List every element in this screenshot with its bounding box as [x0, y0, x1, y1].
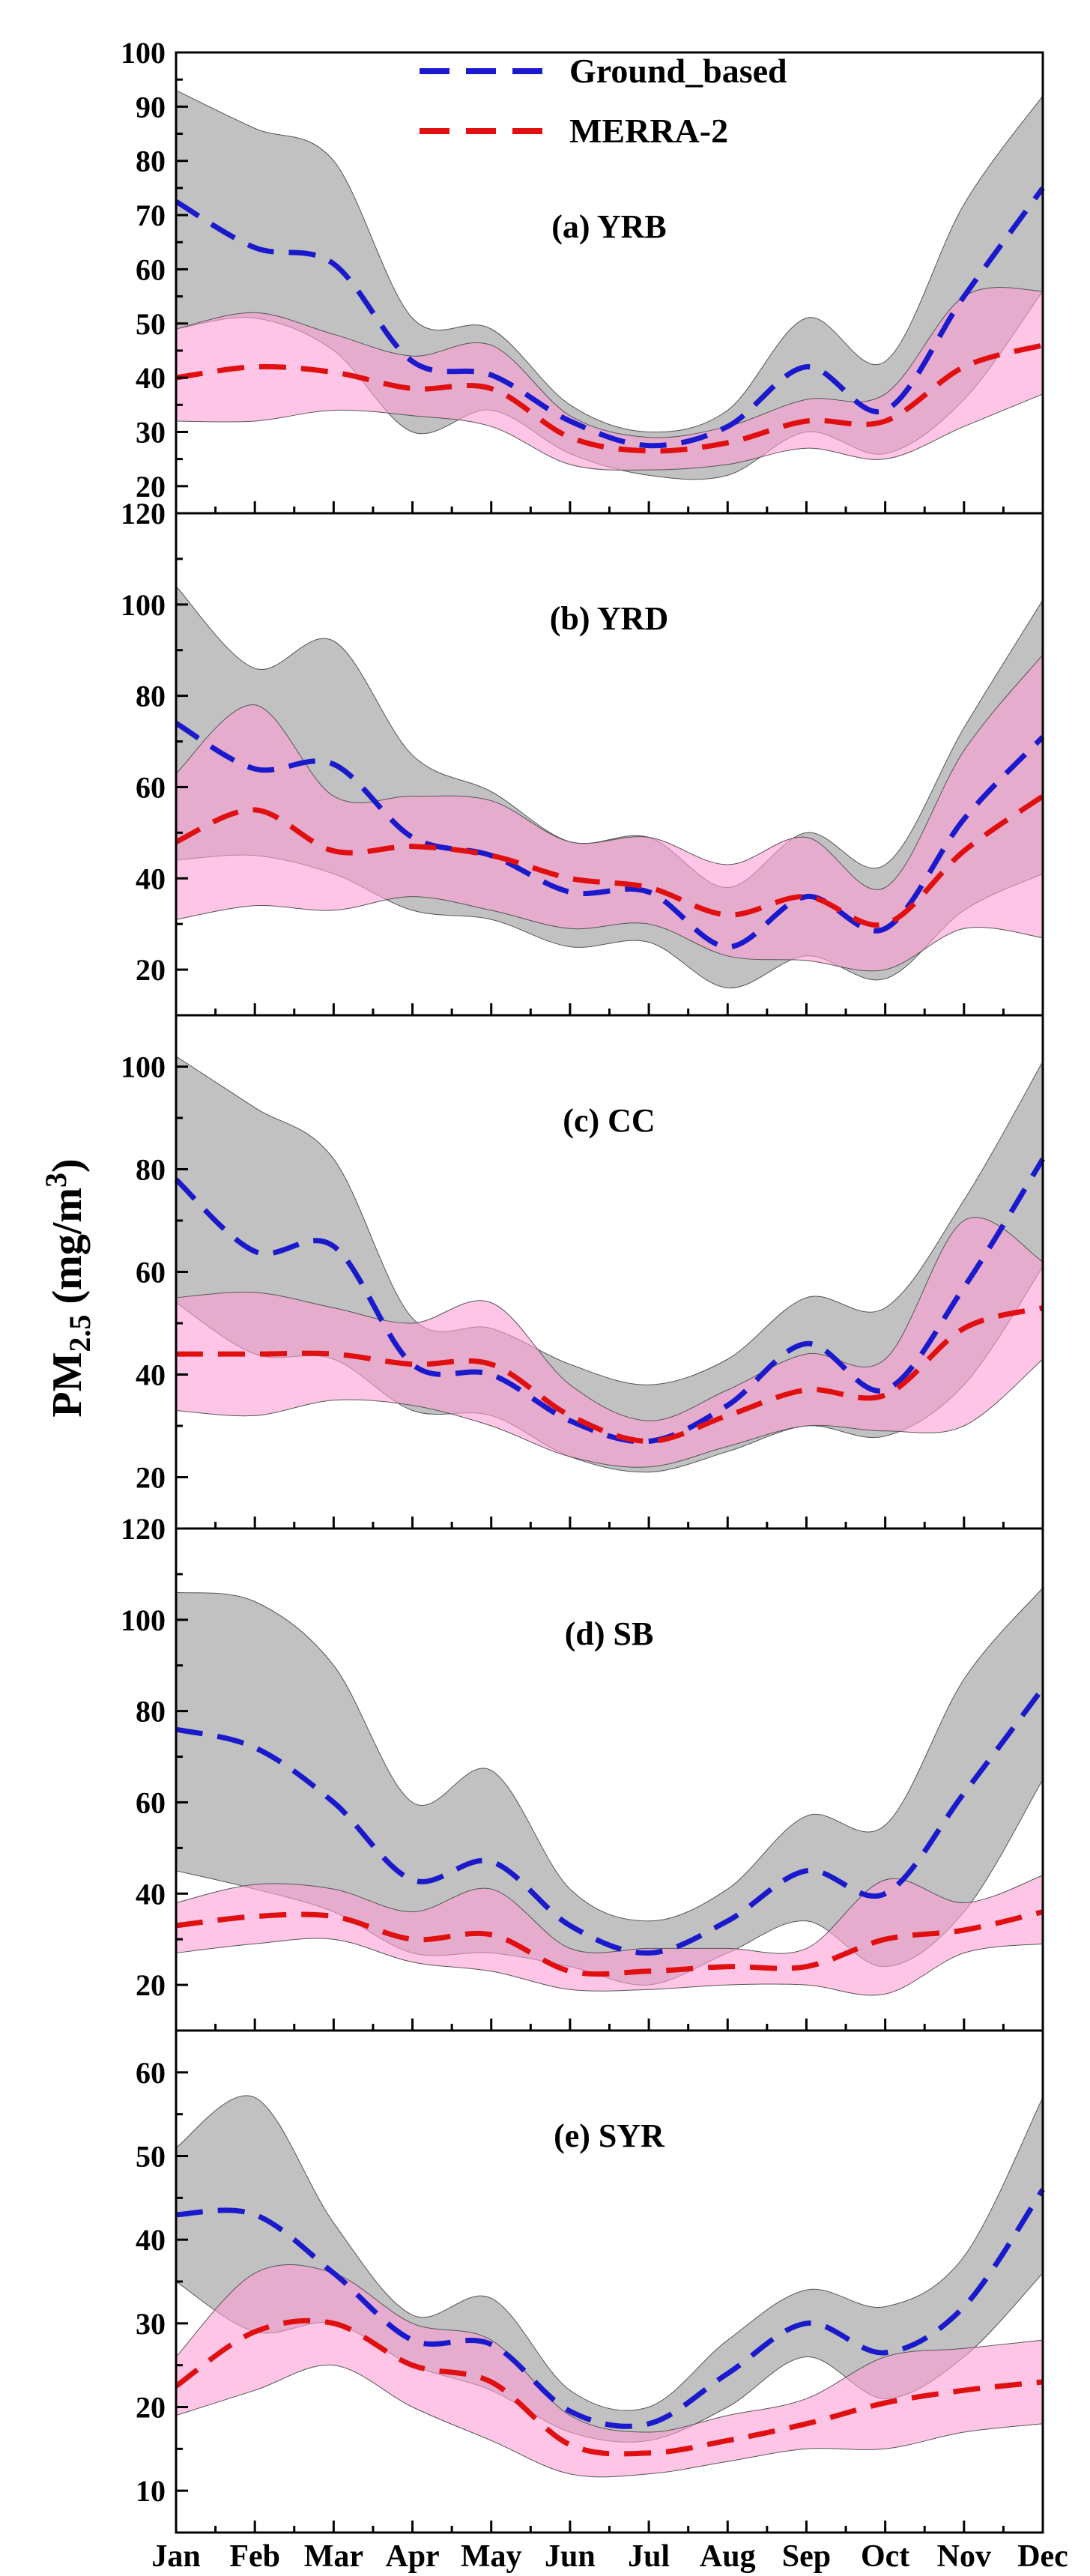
- x-tick-label: Sep: [782, 2539, 831, 2574]
- x-tick-label: Jan: [151, 2539, 200, 2574]
- y-tick-label: 30: [136, 415, 166, 449]
- y-tick-label: 40: [136, 1877, 166, 1911]
- band-merra-2: [175, 1217, 1044, 1468]
- y-tick-label: 40: [136, 1358, 166, 1392]
- y-tick-label: 30: [136, 2307, 166, 2341]
- band-merra-2: [175, 287, 1044, 471]
- x-tick-label: Dec: [1017, 2539, 1068, 2574]
- y-tick-label: 60: [136, 770, 166, 804]
- y-tick-label: 100: [121, 36, 166, 70]
- panel-title: (e) SYR: [554, 2117, 665, 2154]
- line-ground-based: [174, 1157, 1045, 1445]
- y-label-subscript: 2.5: [63, 1315, 97, 1352]
- panel-2: 20 40 60 80 100 120 (b) YRD: [121, 497, 1045, 1017]
- y-tick-label: 40: [136, 2223, 166, 2257]
- y-tick-label: 60: [136, 1786, 166, 1819]
- line-merra-2: [175, 793, 1045, 928]
- x-tick-label: May: [461, 2539, 522, 2574]
- panel-4: 20 40 60 80 100 120 (d) SB: [121, 1512, 1045, 2032]
- panel-title: (b) YRD: [550, 600, 668, 637]
- y-tick-label: 20: [136, 1968, 166, 2002]
- band-merra-2: [175, 653, 1044, 972]
- y-tick-label: 70: [136, 199, 166, 232]
- y-tick-label: 100: [121, 588, 166, 622]
- y-tick-label: 50: [136, 307, 166, 341]
- legend: Ground_based MERRA-2: [420, 52, 787, 150]
- legend-label: Ground_based: [569, 52, 787, 90]
- line-merra-2: [176, 1305, 1044, 1445]
- panel-title: (a) YRB: [551, 208, 667, 245]
- x-tick-label: Aug: [700, 2539, 756, 2574]
- y-label-units-close: ): [44, 1158, 91, 1173]
- x-tick-label: Mar: [304, 2539, 363, 2574]
- y-label-main: PM: [44, 1352, 91, 1418]
- x-tick-label: Nov: [937, 2539, 991, 2574]
- y-tick-label: 60: [136, 253, 166, 286]
- y-tick-label: 120: [121, 1512, 166, 1546]
- y-tick-label: 20: [136, 1461, 166, 1495]
- y-tick-label: 60: [136, 2056, 166, 2090]
- y-tick-label: 90: [136, 90, 166, 124]
- y-tick-label: 80: [136, 1695, 166, 1729]
- y-tick-label: 40: [136, 361, 166, 395]
- band-merra-2: [175, 2264, 1044, 2478]
- line-merra-2: [175, 342, 1044, 454]
- y-tick-label: 20: [136, 470, 166, 504]
- x-axis: Jan Feb Mar Apr May Jun Jul Aug Sep Oct Nov Dec: [151, 2539, 1068, 2574]
- panel-5: 10 20 30 40 50 60 (e) SYR: [136, 2029, 1045, 2534]
- y-tick-label: 120: [121, 497, 166, 530]
- line-merra-2: [174, 2318, 1044, 2457]
- legend-label: MERRA-2: [569, 112, 728, 150]
- panel-3: 20 40 60 80 100 (c) CC: [121, 1014, 1045, 1530]
- y-axis-label: PM2.5 (mg/m3): [39, 1158, 97, 1417]
- panel-title: (c) CC: [563, 1102, 655, 1139]
- y-label-units: (mg/m: [44, 1188, 91, 1315]
- y-tick-label: 100: [121, 1603, 166, 1637]
- panel-1: 20 30 40 50 60 70 80 90 100 (a) YRB: [121, 36, 1045, 515]
- y-tick-label: 40: [136, 862, 166, 895]
- y-tick-label: 100: [121, 1050, 166, 1084]
- y-tick-label: 80: [136, 145, 166, 178]
- y-tick-label: 80: [136, 1153, 166, 1187]
- line-ground-based: [175, 2188, 1045, 2429]
- panels-group: 20 30 40 50 60 70 80 90 100 (a) YRB 20 40 60 80 100 120…: [121, 36, 1045, 2534]
- y-tick-label: 10: [136, 2474, 166, 2508]
- y-label-superscript: 3: [39, 1173, 73, 1188]
- panel-title: (d) SB: [565, 1615, 654, 1652]
- line-merra-2: [175, 1909, 1044, 1977]
- y-tick-label: 20: [136, 953, 166, 987]
- x-tick-label: Jun: [545, 2539, 596, 2574]
- y-tick-label: 50: [136, 2140, 166, 2174]
- x-tick-label: Jul: [628, 2539, 670, 2574]
- y-tick-label: 20: [136, 2391, 166, 2425]
- y-tick-label: 60: [136, 1256, 166, 1289]
- line-ground-based: [175, 721, 1045, 950]
- y-tick-label: 80: [136, 680, 166, 713]
- x-tick-label: Feb: [229, 2539, 280, 2574]
- x-tick-label: Apr: [385, 2539, 439, 2574]
- x-tick-label: Oct: [861, 2539, 909, 2574]
